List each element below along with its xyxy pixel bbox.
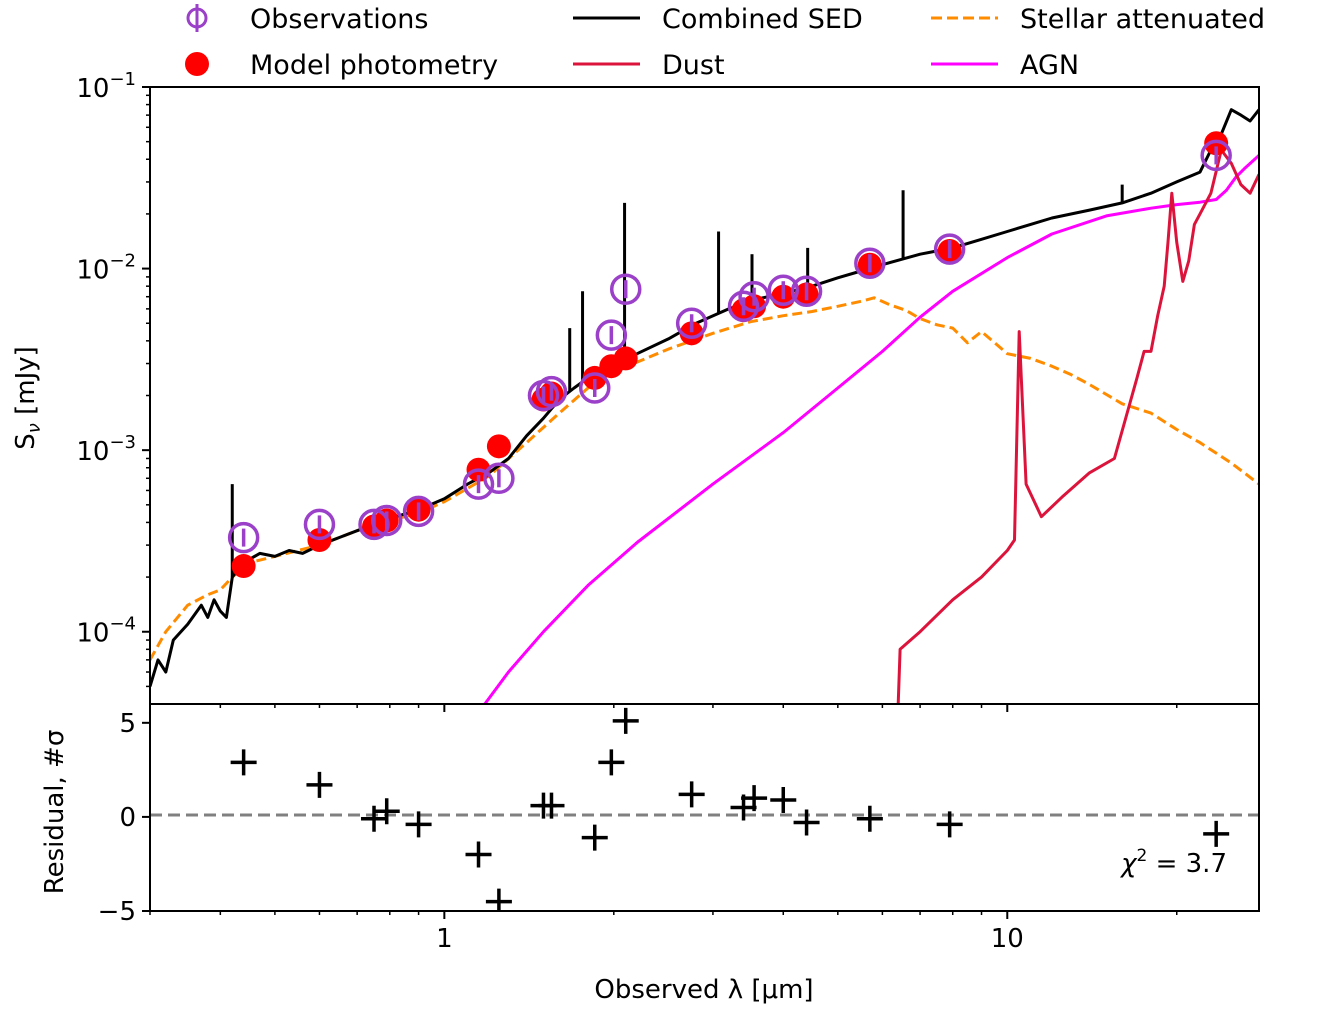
model-photometry-point xyxy=(613,346,638,371)
residual-point xyxy=(373,798,400,825)
legend-agn-label: AGN xyxy=(1020,50,1079,81)
observation-point xyxy=(738,280,770,313)
sed-axis-ticks: 10−4 10−3 10−2 10−1 xyxy=(76,69,1178,712)
agn-line xyxy=(483,154,1259,704)
residual-frame xyxy=(149,703,1260,912)
residual-y-axis-label: Residual, #σ xyxy=(40,730,70,895)
residual-point xyxy=(793,809,820,836)
y-tick-label: 10−3 xyxy=(76,432,136,467)
observation-point xyxy=(578,372,611,404)
residual-point xyxy=(598,749,625,776)
model-photometry-point xyxy=(486,434,511,459)
observation-point xyxy=(303,508,336,541)
residual-y-tick-label: −5 xyxy=(98,897,136,927)
observation-point xyxy=(227,521,260,554)
observation-point xyxy=(727,290,760,323)
residual-point xyxy=(581,824,608,851)
legend-model-marker xyxy=(185,52,209,76)
residual-point xyxy=(770,786,797,813)
observation-point xyxy=(483,462,515,495)
sed-panel: 10−4 10−3 10−2 10−1 Sν [mJy] xyxy=(11,69,1260,712)
observation-point xyxy=(370,504,403,537)
observation-point xyxy=(790,275,823,308)
residual-point xyxy=(678,781,705,808)
observation-point xyxy=(675,307,708,339)
y-tick-label: 10−1 xyxy=(76,69,136,104)
legend-observations-label: Observations xyxy=(250,4,428,35)
residual-point xyxy=(538,792,565,819)
residual-point xyxy=(856,805,883,832)
legend-dust-label: Dust xyxy=(662,50,725,81)
residual-point xyxy=(936,811,963,838)
stellar-attenuated-line xyxy=(150,296,1259,661)
residual-y-tick-label: 0 xyxy=(119,803,136,833)
residual-point xyxy=(306,771,333,798)
dust-line xyxy=(896,148,1259,704)
residual-point xyxy=(405,811,432,838)
observation-point xyxy=(462,468,495,500)
model-photometry-point xyxy=(679,321,704,346)
sed-lines xyxy=(150,108,1259,704)
combined-sed-line xyxy=(150,108,1259,687)
x-tick-label: 10 xyxy=(991,924,1024,954)
legend-stellar-label: Stellar attenuated xyxy=(1020,4,1265,35)
y-tick-label: 10−2 xyxy=(76,251,136,286)
model-photometry-point xyxy=(742,294,767,319)
residual-axis-ticks: 1 10 −5 0 5 xyxy=(98,709,1178,954)
residual-point xyxy=(1203,820,1230,847)
observation-point xyxy=(595,319,628,351)
observation-point xyxy=(767,274,800,306)
residual-panel: 1 10 −5 0 5 Residual, #σ χ2 = 3.7 Observed λ… xyxy=(40,703,1260,1005)
legend-observations-marker xyxy=(186,4,208,32)
residual-point xyxy=(741,785,768,812)
residual-point xyxy=(230,749,257,776)
legend: Observations Model photometry Combined S… xyxy=(185,4,1265,81)
residual-points xyxy=(230,707,1230,911)
sed-y-axis-label: Sν [mJy] xyxy=(11,346,45,450)
sed-frame xyxy=(149,86,1260,705)
legend-combined-label: Combined SED xyxy=(662,4,863,35)
observation-point xyxy=(854,247,886,279)
observation-point xyxy=(535,375,568,408)
observation-point xyxy=(1200,139,1232,172)
model-photometry-point xyxy=(231,554,256,579)
legend-model-label: Model photometry xyxy=(250,50,498,81)
sed-points xyxy=(227,131,1232,579)
observation-point xyxy=(609,273,642,305)
x-axis-label: Observed λ [μm] xyxy=(594,975,813,1005)
residual-point xyxy=(465,841,492,868)
model-photometry-point xyxy=(1204,131,1229,156)
residual-y-tick-label: 5 xyxy=(119,709,136,739)
chi2-annotation: χ2 = 3.7 xyxy=(1119,846,1227,879)
model-photometry-point xyxy=(582,365,607,390)
observation-point xyxy=(402,495,435,528)
y-tick-label: 10−4 xyxy=(76,614,136,649)
x-tick-label: 1 xyxy=(436,924,453,954)
observation-point xyxy=(933,233,966,265)
residual-point xyxy=(612,707,639,734)
